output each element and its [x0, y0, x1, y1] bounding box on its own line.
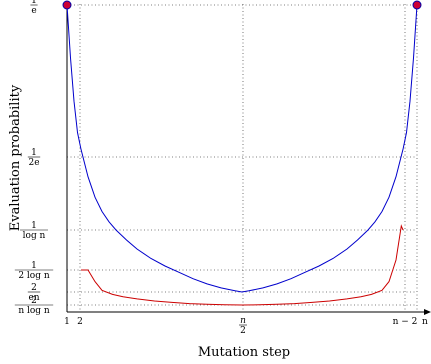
endpoint-marker-1 — [62, 0, 72, 10]
series-line-1 — [66, 4, 418, 293]
series-line-2 — [81, 224, 404, 306]
x-tick-numerator: n — [240, 316, 246, 326]
endpoint-marker-2 — [412, 0, 422, 10]
x-tick-label-2: 2 — [77, 317, 83, 327]
y-tick-label-6: 2n log n — [14, 296, 54, 316]
axes-layer — [66, 4, 431, 315]
y-tick-denominator: 2 log n — [18, 271, 50, 281]
x-tick-label-5: n — [422, 317, 428, 327]
y-axis-title: Evaluation probability — [8, 84, 23, 231]
y-tick-numerator: 1 — [31, 0, 37, 6]
x-tick-label-4: n − 2 — [393, 317, 418, 327]
y-tick-label-2: 12e — [27, 148, 41, 168]
y-tick-denominator: log n — [23, 231, 46, 241]
x-axis-arrow — [424, 309, 431, 315]
y-tick-denominator: en — [28, 293, 39, 303]
y-tick-denominator: e — [31, 6, 36, 16]
x-axis-title: Mutation step — [198, 345, 290, 360]
y-tick-label-4: 12 log n — [14, 261, 54, 281]
y-tick-label-5: 2en — [27, 283, 41, 303]
x-tick-label-3: n2 — [239, 316, 247, 336]
x-tick-label-1: 1 — [64, 317, 70, 327]
y-tick-numerator: 1 — [31, 221, 37, 231]
marker-layer — [62, 0, 422, 10]
x-tick-denominator: 2 — [240, 326, 246, 336]
y-tick-numerator: 1 — [31, 261, 37, 271]
series-layer — [66, 4, 418, 306]
grid-layer — [67, 4, 418, 312]
y-tick-numerator: 2 — [31, 296, 37, 306]
y-tick-denominator: 2e — [28, 158, 39, 168]
y-tick-label-1: 1e — [30, 0, 38, 16]
y-tick-denominator: n log n — [18, 306, 50, 316]
y-tick-numerator: 1 — [31, 148, 37, 158]
y-tick-numerator: 2 — [31, 283, 37, 293]
